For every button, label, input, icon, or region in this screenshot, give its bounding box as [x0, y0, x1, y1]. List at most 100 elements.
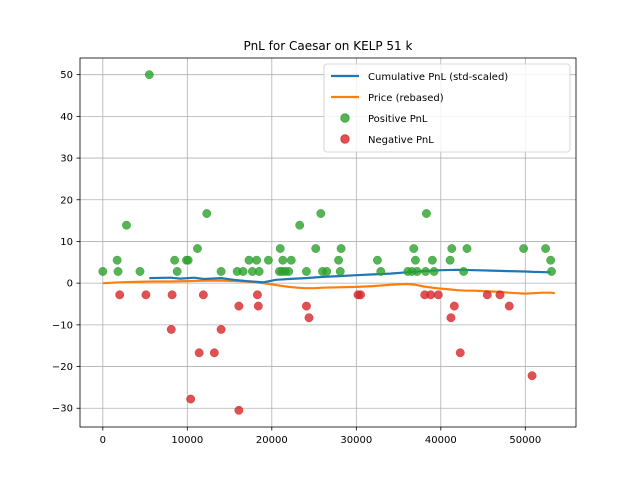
positive-pnl-point: [322, 267, 332, 276]
positive-pnl-point: [427, 255, 437, 265]
positive-pnl-point: [412, 267, 422, 276]
positive-pnl-point: [98, 267, 108, 276]
positive-pnl-point: [447, 244, 457, 253]
positive-pnl-point: [183, 255, 193, 265]
cumulative-pnl-line: [149, 268, 551, 284]
cumulative-series: [149, 268, 551, 284]
negative-pnl-point: [482, 290, 492, 300]
positive-pnl-point: [112, 255, 122, 265]
positive-pnl-point: [286, 255, 296, 265]
positive-pnl-point: [216, 267, 226, 276]
positive-pnl-point: [459, 267, 469, 276]
positive-pnl-point: [295, 220, 305, 230]
positive-pnl-point: [113, 267, 123, 276]
positive-pnl-point: [202, 209, 212, 218]
x-tick-label: 30000: [340, 435, 372, 446]
negative-pnl-point: [234, 301, 244, 311]
legend: Cumulative PnL (std-scaled) Price (rebase…: [323, 63, 571, 153]
negative-pnl-point: [455, 348, 465, 358]
x-axis: 0 10000 20000 30000 40000 50000: [100, 427, 541, 446]
negative-pnl-point: [253, 301, 263, 311]
negative-pnl-point: [186, 394, 196, 404]
negative-pnl-point: [433, 290, 443, 300]
y-tick-label: 50: [60, 70, 73, 81]
y-tick-label: −30: [52, 404, 73, 415]
legend-label: Price (rebased): [368, 93, 444, 104]
x-tick-label: 20000: [256, 435, 288, 446]
x-tick-label: 0: [100, 435, 106, 446]
positive-pnl-points: [98, 70, 556, 276]
positive-pnl-point: [275, 244, 285, 253]
positive-pnl-point: [278, 255, 288, 265]
positive-pnl-point: [244, 255, 254, 265]
negative-pnl-point: [141, 290, 151, 300]
positive-pnl-point: [421, 267, 431, 276]
positive-pnl-point: [336, 244, 346, 253]
positive-pnl-point: [122, 220, 131, 230]
negative-pnl-point: [198, 290, 208, 300]
positive-pnl-point: [421, 209, 431, 218]
legend-label: Cumulative PnL (std-scaled): [368, 72, 508, 83]
negative-pnl-point: [304, 313, 314, 323]
positive-pnl-point: [334, 255, 344, 265]
y-tick-label: 40: [60, 112, 73, 123]
y-tick-label: −20: [52, 362, 73, 373]
positive-pnl-point: [254, 267, 264, 276]
positive-pnl-point: [462, 244, 472, 253]
positive-pnl-point: [193, 244, 202, 253]
positive-pnl-point: [284, 267, 294, 276]
y-tick-label: −10: [52, 320, 73, 331]
x-tick-label: 40000: [425, 435, 457, 446]
legend-key-positive-pnl: [340, 113, 350, 123]
positive-pnl-point: [519, 244, 529, 253]
positive-pnl-point: [135, 267, 145, 276]
negative-pnl-point: [504, 301, 514, 311]
negative-pnl-points: [115, 290, 537, 415]
positive-pnl-point: [376, 267, 386, 276]
y-axis: −30 −20 −10 0 10 20 30 40 50: [52, 70, 80, 415]
negative-pnl-point: [194, 348, 204, 358]
positive-pnl-point: [411, 255, 420, 265]
positive-pnl-point: [302, 267, 311, 276]
negative-pnl-point: [495, 290, 505, 300]
negative-pnl-point: [166, 324, 176, 334]
positive-pnl-point: [311, 244, 321, 253]
legend-label: Positive PnL: [368, 114, 428, 125]
negative-pnl-point: [234, 405, 244, 415]
positive-pnl-point: [372, 255, 382, 265]
positive-pnl-point: [252, 255, 262, 265]
positive-pnl-point: [445, 255, 455, 265]
negative-pnl-point: [167, 290, 177, 300]
positive-pnl-point: [263, 255, 273, 265]
positive-pnl-point: [238, 267, 248, 276]
positive-pnl-point: [316, 209, 326, 218]
plot-frame: [79, 57, 577, 428]
negative-pnl-point: [356, 290, 365, 300]
negative-pnl-point: [446, 313, 456, 323]
positive-pnl-point: [547, 267, 556, 276]
positive-pnl-point: [429, 267, 439, 276]
x-tick-label: 10000: [171, 435, 203, 446]
positive-pnl-point: [172, 267, 182, 276]
y-tick-label: 30: [60, 154, 73, 165]
negative-pnl-point: [209, 348, 219, 358]
positive-pnl-point: [546, 255, 556, 265]
legend-key-negative-pnl: [340, 134, 350, 144]
positive-pnl-point: [170, 255, 180, 265]
y-tick-label: 20: [60, 195, 73, 206]
y-tick-label: 0: [67, 279, 73, 290]
x-tick-label: 50000: [509, 435, 541, 446]
negative-pnl-point: [115, 290, 125, 300]
negative-pnl-point: [216, 324, 226, 334]
chart-title: PnL for Caesar on KELP 51 k: [244, 39, 413, 53]
negative-pnl-point: [449, 301, 459, 311]
positive-pnl-point: [144, 70, 154, 80]
negative-pnl-point: [252, 290, 262, 300]
y-tick-label: 10: [60, 237, 73, 248]
negative-pnl-point: [302, 301, 311, 311]
positive-pnl-point: [409, 244, 419, 253]
negative-pnl-point: [426, 290, 436, 300]
negative-pnl-point: [527, 371, 537, 381]
positive-pnl-point: [335, 267, 345, 276]
